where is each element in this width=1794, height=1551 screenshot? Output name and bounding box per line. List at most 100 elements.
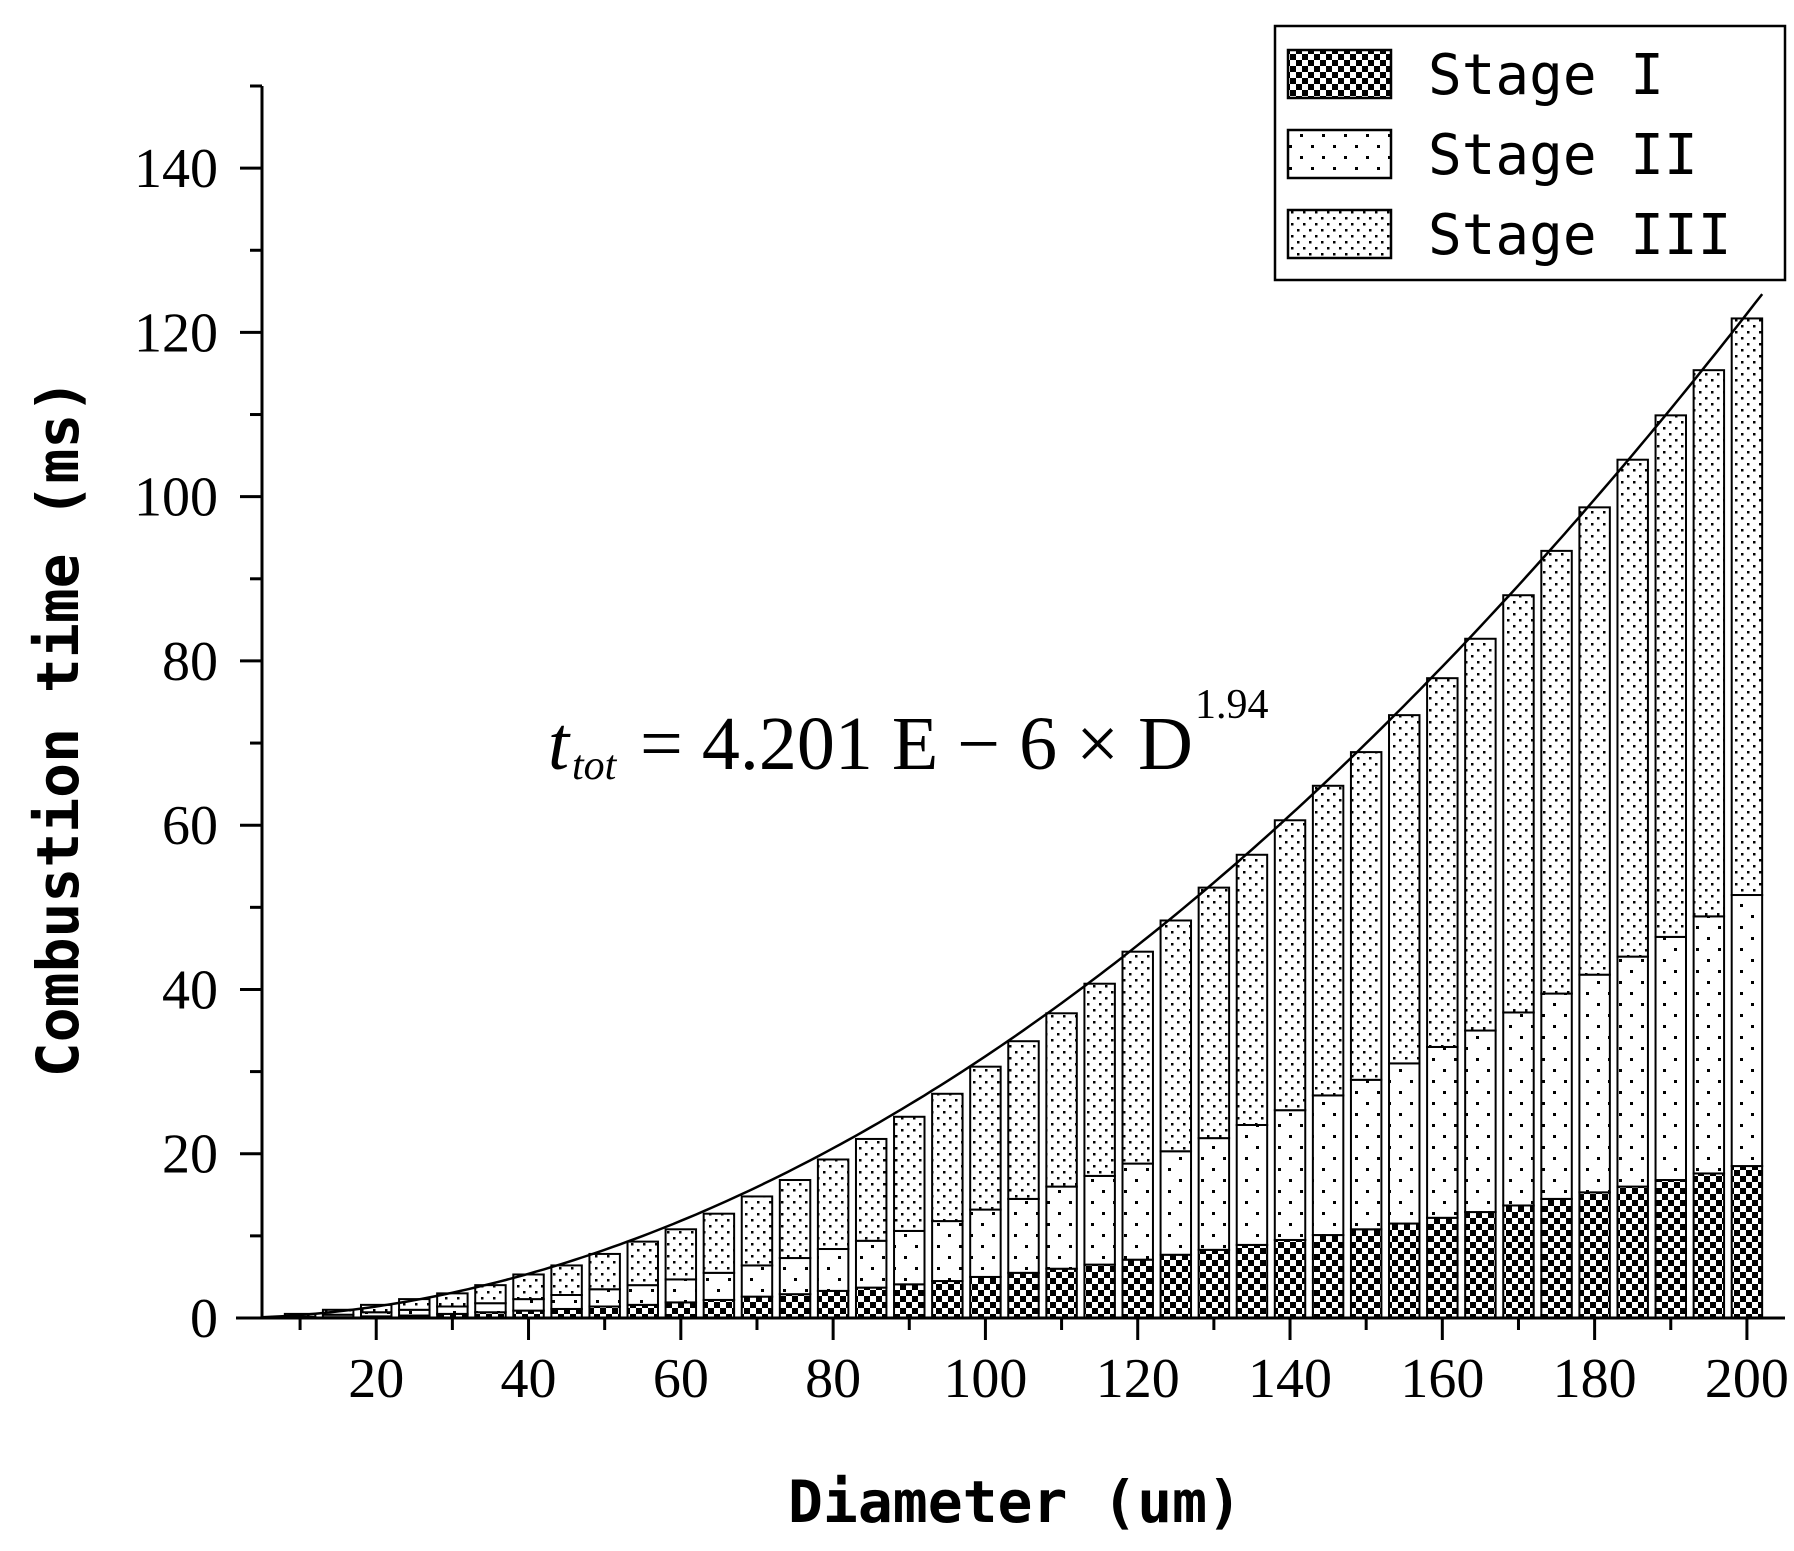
bar-stage-3-d50 [588, 1252, 621, 1291]
bar-stage-2-d85 [854, 1239, 888, 1289]
bar-stage-1-d180 [1578, 1191, 1611, 1320]
bar-stage-1-d130 [1197, 1248, 1231, 1320]
bar-stage-3-d115 [1083, 982, 1116, 1177]
bar-stage-3-d170 [1502, 594, 1535, 1014]
bar-stage-2-d125 [1159, 1150, 1193, 1256]
x-tick-label: 200 [1705, 1348, 1789, 1410]
bar-stage-2-d120 [1121, 1162, 1154, 1261]
y-tick-label: 0 [190, 1288, 218, 1350]
bar-stage-2-d190 [1654, 935, 1688, 1182]
bar-stage-3-d165 [1464, 637, 1497, 1032]
bar-stage-2-d160 [1426, 1045, 1459, 1219]
bar-stage-2-d70 [740, 1264, 774, 1298]
bar-stage-2-d60 [664, 1278, 698, 1304]
bar-stage-3-d190 [1654, 414, 1688, 938]
bar-stage-1-d160 [1426, 1216, 1459, 1320]
equation-lhs: t [548, 702, 571, 786]
x-tick-label: 120 [1096, 1348, 1180, 1410]
bar-stage-3-d185 [1616, 458, 1649, 958]
bar-stage-3-d155 [1388, 714, 1421, 1065]
bar-stage-1-d50 [588, 1305, 621, 1320]
bar-stage-3-d180 [1578, 506, 1611, 976]
bar-stage-2-d30 [436, 1305, 469, 1315]
bar-stage-1-d140 [1273, 1238, 1307, 1320]
bar-stage-2-d130 [1197, 1137, 1231, 1251]
bar-stage-1-d65 [702, 1298, 736, 1319]
bar-stage-1-d75 [778, 1293, 812, 1319]
bar-stage-2-d135 [1235, 1123, 1269, 1246]
bar-stage-1-d155 [1388, 1222, 1421, 1319]
bar-stage-2-d140 [1273, 1109, 1307, 1241]
bar-stage-3-d125 [1159, 919, 1193, 1153]
bar-stage-3-d145 [1311, 784, 1345, 1097]
bar-stage-3-d110 [1045, 1012, 1078, 1188]
bar-stage-1-d120 [1121, 1258, 1154, 1319]
bar-stage-1-d150 [1349, 1228, 1383, 1320]
x-axis-title: Diameter (um) [788, 1468, 1242, 1536]
bar-stage-1-d135 [1235, 1243, 1269, 1320]
bar-stage-2-d155 [1388, 1062, 1421, 1225]
bar-stage-2-d90 [893, 1229, 926, 1286]
bar-stage-3-d90 [893, 1115, 926, 1232]
bar-stage-1-d110 [1045, 1267, 1078, 1319]
equation-lhs-subscript: tot [572, 743, 618, 789]
bar-stage-3-d130 [1197, 886, 1231, 1140]
bar-stage-1-d90 [893, 1283, 926, 1319]
bar-stage-3-d200 [1730, 317, 1764, 897]
y-axis-title: Combustion time (ms) [24, 379, 92, 1077]
x-tick-label: 40 [501, 1348, 557, 1410]
bar-stage-1-d175 [1540, 1197, 1573, 1319]
bar-stage-2-d200 [1730, 894, 1764, 1168]
bar-stage-3-d35 [474, 1284, 507, 1305]
bar-stage-1-d80 [816, 1289, 850, 1319]
bar-stage-3-d195 [1692, 369, 1726, 918]
bar-stage-3-d65 [702, 1212, 736, 1274]
bar-stage-2-d80 [816, 1248, 850, 1292]
legend-label-stage-1: Stage I [1428, 43, 1664, 108]
bar-stage-1-d190 [1654, 1179, 1688, 1319]
bar-stage-2-d50 [588, 1288, 621, 1308]
bar-stage-2-d145 [1311, 1094, 1345, 1237]
bar-stage-3-d70 [740, 1195, 774, 1267]
bar-stage-3-d135 [1235, 853, 1269, 1126]
legend-label-stage-2: Stage II [1428, 123, 1698, 188]
bar-stage-1-d55 [626, 1303, 659, 1319]
bar-stage-3-d85 [854, 1137, 888, 1242]
x-tick-label: 180 [1553, 1348, 1637, 1410]
bar-stage-1-d85 [854, 1286, 888, 1320]
bar-stage-1-d200 [1730, 1165, 1764, 1320]
bar-stage-1-d165 [1464, 1211, 1497, 1319]
y-tick-label: 140 [134, 138, 218, 200]
legend-swatch-stage-3 [1286, 208, 1393, 260]
bar-stage-2-d175 [1540, 992, 1573, 1200]
bar-stage-2-d185 [1616, 955, 1649, 1188]
bar-stage-3-d45 [550, 1264, 583, 1297]
equation-rhs: = 4.201 E − 6 × D [640, 702, 1193, 786]
bar-stage-2-d35 [474, 1302, 507, 1314]
y-tick-label: 20 [162, 1124, 218, 1186]
bar-stage-1-d195 [1692, 1172, 1726, 1319]
x-tick-label: 160 [1400, 1348, 1484, 1410]
legend-swatch-stage-2 [1286, 128, 1393, 180]
bar-stage-2-d75 [778, 1257, 812, 1296]
fit-curve [261, 293, 1764, 1319]
bar-stage-1-d115 [1083, 1263, 1116, 1319]
equation-exponent: 1.94 [1195, 682, 1269, 728]
bar-stage-1-d60 [664, 1301, 698, 1319]
x-tick-label: 20 [348, 1348, 404, 1410]
bar-stage-3-d80 [816, 1158, 850, 1251]
bar-stage-3-d60 [664, 1228, 698, 1281]
y-tick-label: 60 [162, 795, 218, 857]
bar-stage-1-d185 [1616, 1185, 1649, 1319]
bar-stage-3-d105 [1007, 1040, 1040, 1200]
bar-stage-3-d150 [1349, 751, 1383, 1081]
x-tick-label: 100 [943, 1348, 1027, 1410]
x-tick-label: 140 [1248, 1348, 1332, 1410]
bar-stage-1-d145 [1311, 1234, 1345, 1319]
bar-stage-1-d170 [1502, 1204, 1535, 1319]
legend: Stage I Stage II Stage III [1273, 24, 1787, 282]
bar-stage-2-d195 [1692, 915, 1726, 1175]
bar-stage-2-d45 [550, 1294, 583, 1310]
bar-stage-1-d100 [969, 1275, 1002, 1320]
bars-layer [283, 317, 1764, 1320]
